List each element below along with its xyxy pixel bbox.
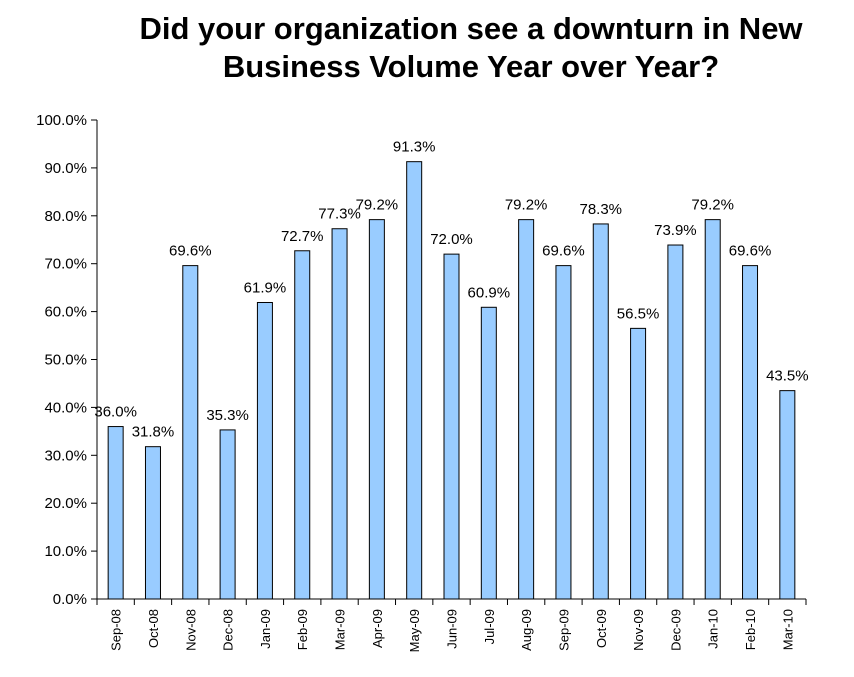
x-category-label: Dec-08 (221, 609, 236, 651)
chart-title-line-2: Business Volume Year over Year? (222, 49, 720, 84)
bar (779, 390, 796, 600)
y-tick-label: 80.0% (44, 208, 87, 225)
data-label: 79.2% (356, 197, 399, 214)
y-tick-label: 100.0% (36, 112, 87, 129)
chart-title: Did your organization see a downturn in … (0, 10, 854, 86)
bar (182, 265, 199, 600)
x-category-label: Mar-09 (333, 609, 348, 650)
bar (144, 446, 161, 600)
bar (704, 219, 721, 600)
data-label: 69.6% (542, 243, 585, 260)
x-category-label: Jun-09 (445, 609, 460, 649)
data-label: 36.0% (94, 404, 137, 421)
y-tick-label: 10.0% (44, 543, 87, 560)
data-label: 61.9% (244, 279, 287, 296)
bar (592, 223, 609, 600)
data-label: 77.3% (318, 206, 361, 223)
x-category-label: Oct-09 (594, 609, 609, 648)
data-label: 43.5% (766, 368, 809, 385)
data-label: 72.7% (281, 228, 324, 245)
y-tick-label: 0.0% (53, 591, 87, 608)
x-category-label: Nov-09 (631, 609, 646, 651)
x-category-label: Jan-10 (706, 609, 721, 649)
data-label: 79.2% (505, 197, 548, 214)
data-label: 91.3% (393, 139, 436, 156)
bar (219, 429, 236, 600)
x-category-label: Feb-09 (295, 609, 310, 650)
bar (368, 219, 385, 600)
y-tick-label: 70.0% (44, 256, 87, 273)
data-label: 78.3% (579, 201, 622, 218)
y-tick-label: 60.0% (44, 304, 87, 321)
y-tick-label: 20.0% (44, 495, 87, 512)
bar (667, 244, 684, 600)
y-tick-label: 90.0% (44, 160, 87, 177)
data-label: 56.5% (617, 305, 660, 322)
bar (294, 250, 311, 600)
x-category-label: Jan-09 (258, 609, 273, 649)
x-category-label: Nov-08 (183, 609, 198, 651)
bar (742, 265, 759, 600)
x-category-label: Apr-09 (370, 609, 385, 648)
data-label: 31.8% (132, 424, 175, 441)
x-category-label: Sep-08 (109, 609, 124, 651)
bar (107, 426, 124, 600)
chart-title-line-1: Did your organization see a downturn in … (139, 11, 803, 46)
data-label: 72.0% (430, 231, 473, 248)
x-category-label: Oct-08 (146, 609, 161, 648)
data-label: 79.2% (691, 197, 734, 214)
x-category-label: Feb-10 (743, 609, 758, 650)
bar (406, 161, 423, 600)
bar (630, 327, 647, 600)
x-category-label: Dec-09 (668, 609, 683, 651)
x-category-label: Mar-10 (780, 609, 795, 650)
x-category-label: Aug-09 (519, 609, 534, 651)
bar (480, 306, 497, 600)
bar (256, 301, 273, 600)
x-category-label: Jul-09 (482, 609, 497, 644)
x-category-label: Sep-09 (556, 609, 571, 651)
data-label: 73.9% (654, 222, 697, 239)
bar (443, 253, 460, 600)
y-tick-label: 30.0% (44, 447, 87, 464)
bar (518, 219, 535, 600)
x-category-label: May-09 (407, 609, 422, 652)
data-label: 35.3% (206, 407, 249, 424)
data-label: 69.6% (729, 243, 772, 260)
y-tick-label: 40.0% (44, 399, 87, 416)
y-tick-label: 50.0% (44, 352, 87, 369)
bar (331, 228, 348, 600)
bar (555, 265, 572, 600)
data-label: 60.9% (468, 284, 511, 301)
data-label: 69.6% (169, 243, 212, 260)
